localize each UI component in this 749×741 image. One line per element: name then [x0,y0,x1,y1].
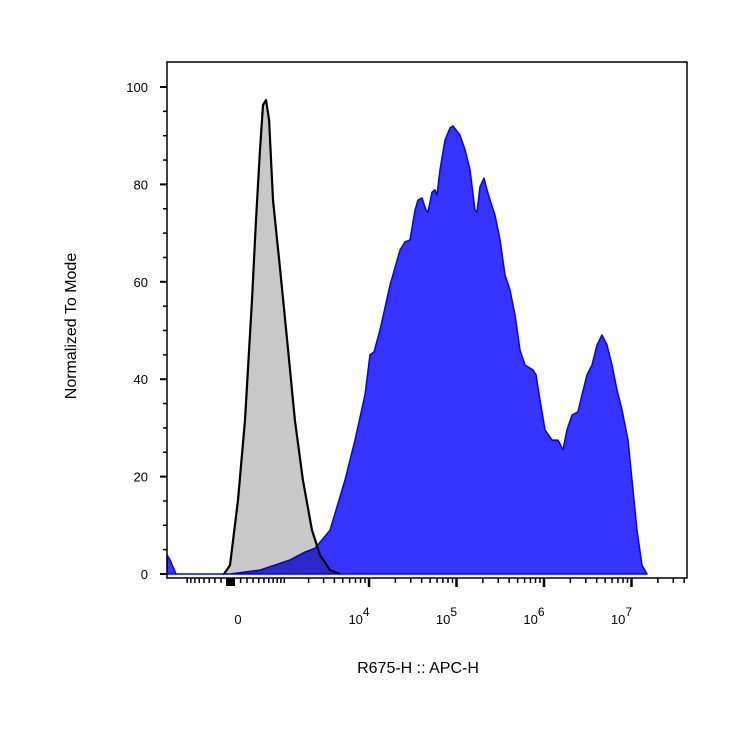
x-tick-label: 104 [348,605,369,627]
y-axis-title: Normalized To Mode [63,253,80,400]
y-axis: 0 20 40 60 80 100 [126,80,167,582]
x-tick-base: 10 [611,612,625,627]
y-tick-label: 0 [141,567,148,582]
x-axis-title: R675-H :: APC-H [357,660,479,677]
x-tick-exponent: 6 [538,605,545,619]
x-tick-exponent: 5 [450,605,457,619]
y-tick-label: 40 [134,372,148,387]
x-tick-label: 106 [523,605,544,627]
x-tick-exponent: 4 [363,605,370,619]
control-histogram-fill [224,100,340,574]
y-tick-label: 20 [134,470,148,485]
y-tick-label: 80 [134,177,148,192]
x-tick-label: 105 [436,605,457,627]
y-tick-label: 100 [126,80,148,95]
x-tick-zero [226,578,236,586]
series-layer [166,99,648,576]
plot-frame [166,61,688,579]
x-tick-label: 0 [234,612,241,627]
x-tick-label: 107 [611,605,632,627]
control-histogram-outline [222,99,341,576]
stained-histogram [166,125,648,575]
x-tick-base: 10 [523,612,537,627]
x-tick-base: 0 [234,612,241,627]
x-tick-base: 10 [436,612,450,627]
x-tick-exponent: 7 [625,605,632,619]
x-tick-base: 10 [348,612,362,627]
x-axis: 0 104 105 106 107 [186,578,685,627]
y-tick-label: 60 [134,275,148,290]
